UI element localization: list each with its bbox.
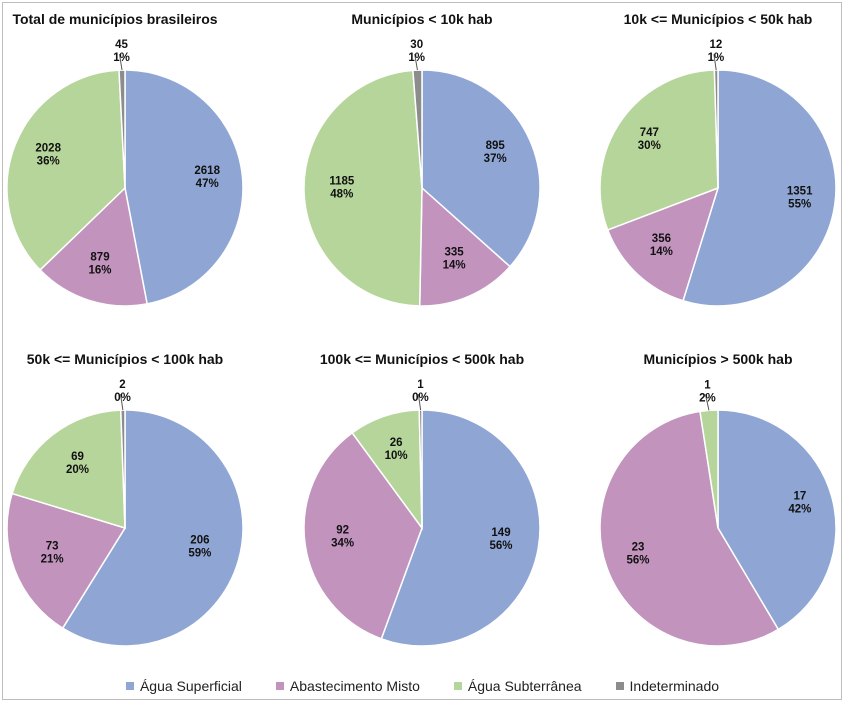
slice-label-agua-subterranea: 747 30% [638, 127, 661, 152]
slice-label-abastecimento-misto: 73 21% [41, 540, 64, 565]
legend-item-indeterminado: Indeterminado [615, 678, 720, 694]
pie-chart-1: Total de municípios brasileiros 2618 47% 87… [6, 11, 244, 307]
slice-label-abastecimento-misto: 356 14% [650, 233, 673, 258]
legend-item-agua-subterranea: Água Subterrânea [453, 678, 582, 694]
pie-title: Municípios > 500k hab [644, 351, 793, 367]
pie-slice-agua-superficial [61, 409, 244, 647]
legend-swatch-icon [125, 682, 134, 690]
pie-slice-abastecimento-misto [6, 492, 127, 630]
slice-label-agua-subterranea: 69 20% [66, 451, 89, 476]
pie-slice-indeterminado [713, 69, 719, 189]
slice-label-agua-subterranea: 26 10% [385, 437, 408, 462]
pie-title: 10k <= Municípios < 50k hab [624, 11, 813, 27]
slice-label-abastecimento-misto: 879 16% [88, 252, 111, 277]
slice-label-indeterminado: 30 1% [408, 39, 425, 64]
slice-label-agua-subterranea: 2028 36% [35, 143, 61, 168]
pie-title: Municípios < 10k hab [351, 11, 492, 27]
pie-slice-agua-superficial [682, 69, 837, 307]
slice-label-indeterminado: 45 1% [113, 39, 130, 64]
legend-label: Indeterminado [629, 678, 720, 694]
legend-swatch-icon [275, 682, 284, 690]
pie-chart-4: 50k <= Municípios < 100k hab 206 59% 73 21% 6… [6, 351, 244, 647]
leader-line [704, 394, 710, 411]
legend-item-abastecimento-misto: Abastecimento Misto [275, 678, 420, 694]
pie-slice-abastecimento-misto [599, 410, 780, 647]
pie-slice-agua-subterranea [599, 69, 719, 231]
leader-line [417, 393, 422, 411]
pie-title: 50k <= Municípios < 100k hab [27, 351, 223, 367]
legend-label: Água Subterrânea [467, 678, 582, 694]
slice-label-agua-superficial: 206 59% [188, 534, 211, 559]
slice-label-agua-superficial: 895 37% [484, 140, 507, 165]
legend-label: Água Superficial [139, 678, 242, 694]
slice-label-abastecimento-misto: 23 56% [626, 542, 649, 567]
pie-slice-agua-subterranea [6, 69, 126, 272]
pie-chart-3: 10k <= Municípios < 50k hab 1351 55% 356 14%… [599, 11, 837, 307]
pie-chart-2: Municípios < 10k hab 895 37% 335 14% 1185 48% 3… [303, 11, 541, 307]
slice-label-agua-superficial: 17 42% [788, 491, 811, 516]
pie-slice-agua-superficial [421, 69, 541, 268]
slice-label-abastecimento-misto: 92 34% [331, 524, 354, 549]
slice-label-agua-subterranea: 1 2% [699, 379, 716, 404]
pie-slice-agua-subterranea [303, 69, 423, 307]
pie-title: 100k <= Municípios < 500k hab [320, 351, 524, 367]
pie-slice-abastecimento-misto [606, 186, 720, 302]
pie-slice-agua-superficial [717, 409, 837, 631]
pie-title: Total de municípios brasileiros [12, 11, 217, 27]
leader-line [120, 393, 124, 411]
pie-slice-indeterminado [119, 409, 126, 529]
legend: Água Superficial Abastecimento Misto Águ… [0, 676, 845, 696]
slice-label-indeterminado: 12 1% [708, 39, 725, 64]
pie-chart-6: Municípios > 500k hab 17 42% 23 56% 1 2% [599, 351, 837, 647]
leader-line [119, 53, 123, 71]
pie-slice-abastecimento-misto [418, 186, 512, 307]
pie-slice-abastecimento-misto [303, 431, 423, 640]
slice-label-indeterminado: 1 0% [412, 379, 429, 404]
leader-line [713, 53, 717, 71]
pie-slice-agua-superficial [124, 69, 244, 305]
pie-slice-abastecimento-misto [39, 186, 148, 307]
slice-label-agua-subterranea: 1185 48% [329, 175, 355, 200]
leader-line [414, 54, 418, 71]
pie-slice-agua-subterranea [11, 409, 126, 530]
legend-swatch-icon [615, 682, 624, 690]
legend-swatch-icon [453, 682, 462, 690]
pie-slice-agua-superficial [380, 409, 541, 647]
legend-item-agua-superficial: Água Superficial [125, 678, 242, 694]
slice-label-agua-superficial: 149 56% [489, 527, 512, 552]
slice-label-indeterminado: 2 0% [114, 379, 131, 404]
slice-label-agua-superficial: 2618 47% [194, 165, 220, 190]
slice-label-agua-superficial: 1351 55% [787, 185, 813, 210]
legend-label: Abastecimento Misto [289, 678, 420, 694]
slice-label-abastecimento-misto: 335 14% [443, 247, 466, 272]
pie-chart-5: 100k <= Municípios < 500k hab 149 56% 92 34%… [303, 351, 541, 647]
